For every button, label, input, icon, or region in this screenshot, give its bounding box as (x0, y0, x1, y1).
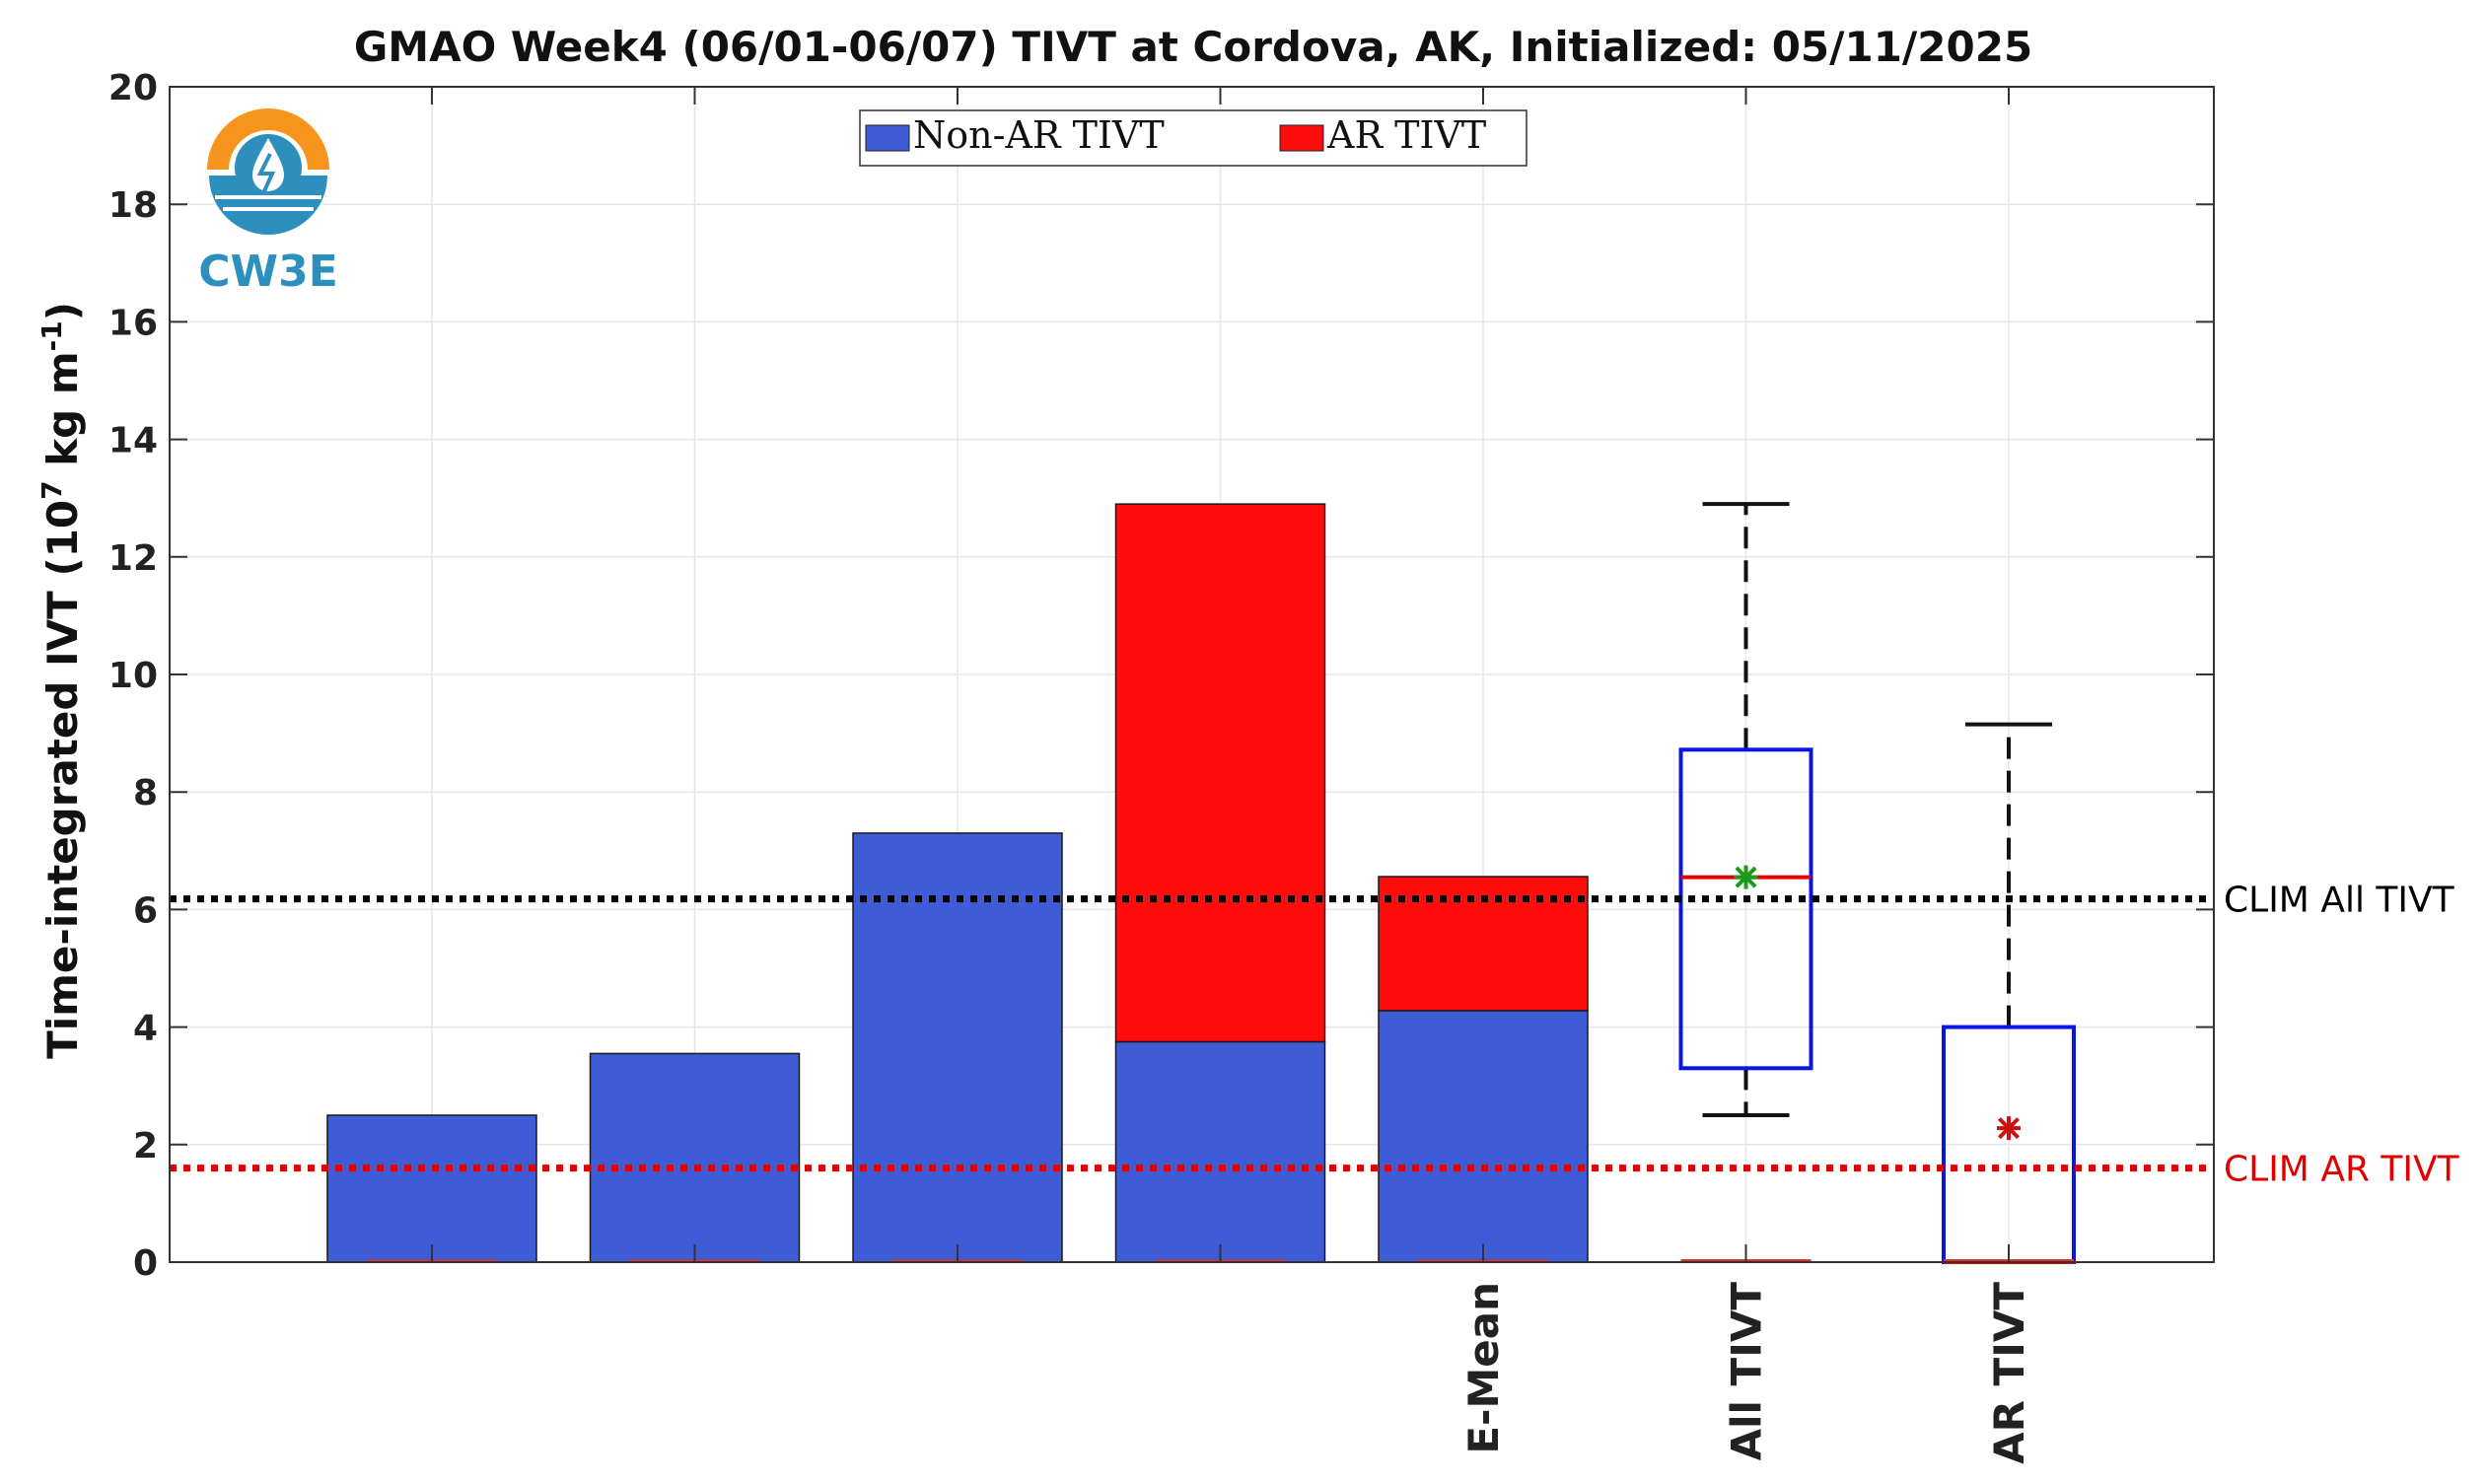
bar-non-ar (1378, 1010, 1589, 1263)
cw3e-logo: CW3E (198, 108, 338, 297)
x-tick-label: AR TIVT (1985, 1282, 2033, 1464)
legend-box (859, 109, 1528, 167)
lightning-icon (256, 153, 276, 192)
legend: Non-AR TIVT AR TIVT (859, 109, 1528, 167)
mean-stroke (1997, 1117, 2021, 1140)
x-tick-label: E-Mean (1459, 1282, 1508, 1454)
bars-layer (326, 503, 1589, 1263)
y-tick-label: 4 (133, 1009, 158, 1049)
bar-non-ar (1114, 1040, 1326, 1263)
reference-line-label: CLIM All TIVT (2224, 881, 2455, 921)
y-tick-label: 8 (133, 773, 158, 813)
y-tick-label: 6 (133, 890, 158, 931)
y-tick-label: 16 (108, 303, 158, 343)
logo-text: CW3E (198, 247, 338, 297)
water-drop-icon (252, 138, 284, 191)
bar-non-ar (589, 1052, 801, 1263)
y-tick-label: 14 (108, 421, 158, 461)
mean-stroke (1735, 866, 1757, 888)
legend-swatch-ar (1279, 124, 1324, 152)
legend-label-non-ar: Non-AR TIVT (913, 113, 1165, 157)
reference-lines-layer: CLIM All TIVT CLIM AR TIVT (170, 881, 2460, 1190)
y-tick-label: 12 (108, 538, 158, 579)
bar-non-ar (852, 832, 1063, 1263)
bar-non-ar (326, 1114, 537, 1263)
y-tick-label: 20 (108, 68, 158, 108)
y-tick-label: 18 (108, 185, 158, 226)
box-mean-marker (1734, 865, 1758, 889)
reference-line-label: CLIM AR TIVT (2224, 1150, 2460, 1190)
box-mean-marker (1997, 1116, 2021, 1141)
axis-layer: 0 2 4 6 8 10 12 14 16 18 20 E-Mean All TIVT AR TIVT (108, 68, 2215, 1464)
y-tick-label: 10 (108, 656, 158, 696)
boxplot-layer (1678, 502, 2076, 1264)
legend-label-ar: AR TIVT (1326, 113, 1486, 157)
bar-ar (1114, 503, 1326, 1043)
y-tick-label: 0 (133, 1243, 158, 1284)
logo-wave-base (209, 176, 327, 235)
box-iqr (1678, 747, 1813, 1071)
y-tick-label: 2 (133, 1126, 158, 1166)
legend-swatch-non-ar (865, 124, 910, 152)
chart-title: GMAO Week4 (06/01-06/07) TIVT at Cordova… (354, 23, 2032, 71)
y-axis-label: Time-integrated IVT (107 kg m-1) (36, 302, 87, 1059)
x-tick-label: All TIVT (1723, 1282, 1771, 1461)
